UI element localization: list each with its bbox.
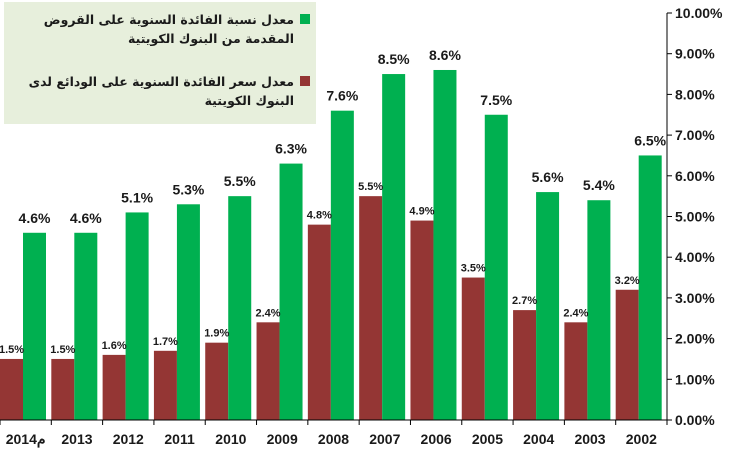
data-label-loans: 5.4% — [583, 177, 615, 193]
bar-deposits — [102, 354, 126, 420]
y-tick-label: 3.00% — [675, 290, 715, 306]
data-label-loans: 7.6% — [326, 88, 358, 104]
bar-deposits — [615, 289, 639, 420]
legend-swatch-deposits — [300, 76, 310, 86]
bar-deposits — [513, 310, 537, 420]
data-label-deposits: 4.9% — [409, 206, 434, 218]
x-tick-label: 2008 — [318, 431, 349, 447]
legend-item-deposits: معدل سعر الفائدة السنوية على الودائع لدى… — [8, 72, 310, 110]
data-label-deposits: 1.7% — [153, 336, 178, 348]
bar-loans — [433, 69, 457, 420]
data-label-loans: 5.6% — [532, 169, 564, 185]
bar-loans — [536, 192, 560, 420]
bar-loans — [330, 110, 354, 421]
data-label-deposits: 4.8% — [307, 210, 332, 222]
x-tick-label: 2003 — [574, 431, 605, 447]
y-tick-label: 4.00% — [675, 249, 715, 265]
legend-swatch-loans — [300, 14, 310, 24]
bar-deposits — [564, 322, 588, 420]
x-tick-label: 2006 — [421, 431, 452, 447]
x-tick-label: 2004 — [523, 431, 554, 447]
bar-loans — [279, 163, 303, 420]
y-tick-label: 9.00% — [675, 46, 715, 62]
data-label-loans: 7.5% — [480, 92, 512, 108]
bar-loans — [23, 232, 46, 420]
data-label-deposits: 3.2% — [615, 275, 640, 287]
bar-loans — [125, 212, 149, 420]
data-label-loans: 4.6% — [19, 210, 51, 226]
bar-deposits — [205, 342, 229, 420]
x-tick-label: 2011 — [164, 431, 195, 447]
y-tick-label: 8.00% — [675, 86, 715, 102]
bar-loans — [176, 204, 200, 420]
data-label-deposits: 5.5% — [358, 181, 383, 193]
bar-deposits — [307, 224, 331, 420]
bar-deposits — [0, 358, 23, 420]
legend-label-loans: معدل نسبة الفائدة السنوية على القروض الم… — [43, 12, 294, 46]
x-tick-label: 2014م — [6, 431, 46, 448]
bar-deposits — [153, 350, 177, 420]
data-label-loans: 6.5% — [634, 132, 666, 148]
x-tick-label: 2005 — [472, 431, 503, 447]
x-tick-label: 2007 — [369, 431, 400, 447]
x-tick-label: 2010 — [215, 431, 246, 447]
data-label-loans: 5.1% — [121, 189, 153, 205]
bar-loans — [74, 232, 98, 420]
y-tick-label: 6.00% — [675, 168, 715, 184]
bar-deposits — [51, 358, 75, 420]
bar-deposits — [461, 277, 485, 420]
y-tick-label: 1.00% — [675, 371, 715, 387]
data-label-deposits: 2.4% — [255, 307, 280, 319]
bar-deposits — [410, 220, 434, 420]
y-tick-label: 7.00% — [675, 127, 715, 143]
x-tick-label: 2009 — [267, 431, 298, 447]
data-label-deposits: 1.5% — [50, 344, 75, 356]
y-tick-label: 0.00% — [675, 412, 715, 428]
data-label-deposits: 1.9% — [204, 328, 229, 340]
bar-loans — [587, 200, 611, 420]
data-label-deposits: 2.7% — [512, 295, 537, 307]
bar-loans — [228, 196, 252, 420]
y-tick-label: 10.00% — [675, 5, 723, 21]
bar-loans — [382, 74, 406, 421]
legend-item-loans: معدل نسبة الفائدة السنوية على القروض الم… — [8, 10, 310, 48]
data-label-loans: 8.6% — [429, 47, 461, 63]
bar-loans — [638, 155, 662, 420]
data-label-deposits: 1.6% — [102, 340, 127, 352]
bar-deposits — [359, 196, 383, 420]
bar-loans — [484, 114, 508, 420]
bar-deposits — [256, 322, 280, 420]
data-label-loans: 6.3% — [275, 141, 307, 157]
legend: معدل نسبة الفائدة السنوية على القروض الم… — [4, 2, 316, 124]
data-label-loans: 5.5% — [224, 173, 256, 189]
data-label-loans: 5.3% — [172, 181, 204, 197]
data-label-deposits: 1.5% — [0, 344, 24, 356]
x-tick-label: 2012 — [113, 431, 144, 447]
legend-label-deposits: معدل سعر الفائدة السنوية على الودائع لدى… — [28, 74, 294, 108]
y-tick-label: 5.00% — [675, 209, 715, 225]
data-label-loans: 8.5% — [378, 51, 410, 67]
data-label-deposits: 3.5% — [461, 263, 486, 275]
x-tick-label: 2013 — [61, 431, 92, 447]
y-tick-label: 2.00% — [675, 331, 715, 347]
data-label-deposits: 2.4% — [563, 307, 588, 319]
data-label-loans: 4.6% — [70, 210, 102, 226]
x-tick-label: 2002 — [626, 431, 657, 447]
